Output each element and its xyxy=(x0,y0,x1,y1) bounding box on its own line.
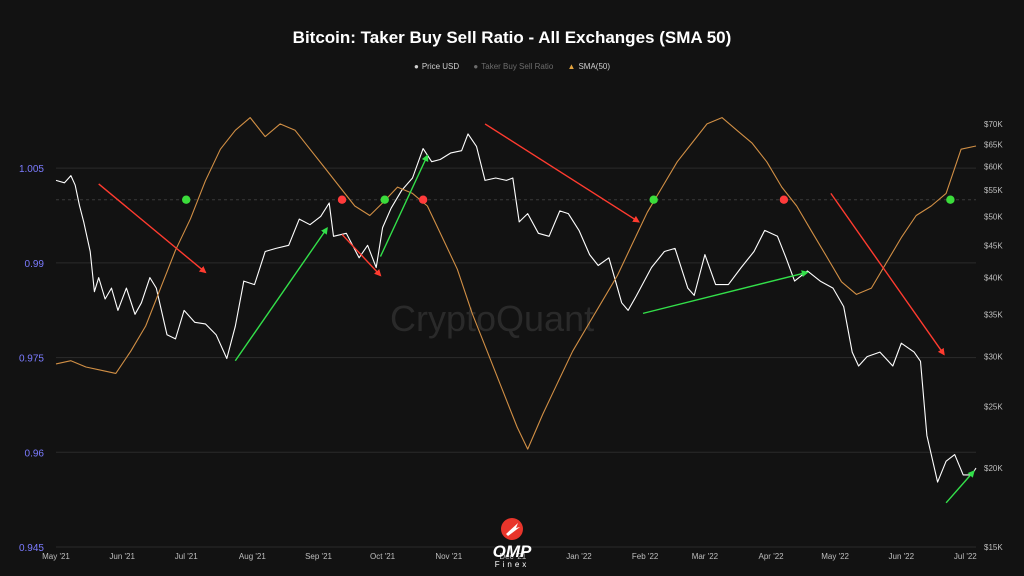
x-tick-label: Jun '22 xyxy=(889,552,915,561)
y-left-tick-label: 0.975 xyxy=(19,354,44,365)
x-tick-label: Dec '21 xyxy=(499,552,526,561)
x-tick-label: Apr '22 xyxy=(759,552,785,561)
x-tick-label: May '22 xyxy=(821,552,849,561)
y-right-tick-label: $20K xyxy=(984,464,1003,473)
x-tick-label: Jun '21 xyxy=(109,552,135,561)
x-tick-label: Feb '22 xyxy=(632,552,659,561)
x-tick-label: Aug '21 xyxy=(239,552,266,561)
sma-line xyxy=(55,117,977,450)
legend-dot-icon: ● xyxy=(473,62,479,71)
legend-item-sma[interactable]: ▲ SMA(50) xyxy=(568,62,610,71)
crossover-marker xyxy=(182,195,191,204)
x-tick-label: Jul '22 xyxy=(954,552,977,561)
x-tick-label: Mar '22 xyxy=(692,552,719,561)
y-right-tick-label: $30K xyxy=(984,353,1003,362)
y-right-tick-label: $45K xyxy=(984,241,1003,250)
y-left-tick-label: 0.96 xyxy=(25,448,45,459)
up-trend-arrow xyxy=(234,226,328,362)
legend-dot-icon: ● xyxy=(413,62,419,71)
up-trend-arrow xyxy=(945,470,975,504)
y-left-tick-label: 0.945 xyxy=(19,543,44,554)
down-trend-arrow xyxy=(341,233,382,277)
legend-item-price[interactable]: ● Price USD xyxy=(414,62,459,71)
y-right-tick-label: $55K xyxy=(984,186,1003,195)
y-left-tick-label: 1.005 xyxy=(19,164,44,175)
down-trend-arrow xyxy=(484,123,640,223)
y-right-tick-label: $35K xyxy=(984,310,1003,319)
up-trend-arrow xyxy=(642,270,809,315)
y-right-tick-label: $70K xyxy=(984,120,1003,129)
x-tick-label: Jan '22 xyxy=(566,552,592,561)
x-tick-label: Sep '21 xyxy=(305,552,332,561)
logo-text: OMP xyxy=(492,542,532,561)
legend-triangle-icon: ▲ xyxy=(567,62,576,71)
logo-subtext: Finex xyxy=(494,560,530,569)
y-right-tick-label: $25K xyxy=(984,403,1003,412)
crossover-marker xyxy=(337,195,347,204)
omp-finex-logo: OMP Finex xyxy=(486,516,538,572)
legend-label-sma: SMA(50) xyxy=(578,62,610,71)
y-right-tick-label: $65K xyxy=(984,140,1003,149)
legend-item-taker-ratio[interactable]: ● Taker Buy Sell Ratio xyxy=(473,62,553,71)
logo-icon xyxy=(501,518,523,540)
crossover-marker xyxy=(649,195,658,204)
legend-label-price: Price USD xyxy=(421,62,460,71)
y-right-tick-label: $50K xyxy=(984,212,1003,221)
x-tick-label: Nov '21 xyxy=(435,552,462,561)
crossover-marker xyxy=(418,195,428,204)
legend-label-taker-ratio: Taker Buy Sell Ratio xyxy=(481,62,554,71)
y-left-tick-label: 0.99 xyxy=(25,259,45,270)
legend: ● Price USD ● Taker Buy Sell Ratio ▲ SMA(50… xyxy=(0,62,1024,71)
price-line xyxy=(55,133,977,483)
y-right-tick-label: $60K xyxy=(984,162,1003,171)
y-right-tick-label: $40K xyxy=(984,274,1003,283)
x-tick-label: Oct '21 xyxy=(370,552,396,561)
crossover-marker xyxy=(380,195,389,204)
watermark: CryptoQuant xyxy=(390,298,595,339)
chart-title: Bitcoin: Taker Buy Sell Ratio - All Exch… xyxy=(292,28,732,47)
x-tick-label: Jul '21 xyxy=(175,552,198,561)
crossover-marker xyxy=(779,195,789,204)
crossover-marker xyxy=(946,195,955,204)
x-tick-label: May '21 xyxy=(42,552,70,561)
y-right-tick-label: $15K xyxy=(984,543,1003,552)
down-trend-arrow xyxy=(830,192,945,356)
up-trend-arrow xyxy=(379,154,429,257)
down-trend-arrow xyxy=(98,183,207,274)
